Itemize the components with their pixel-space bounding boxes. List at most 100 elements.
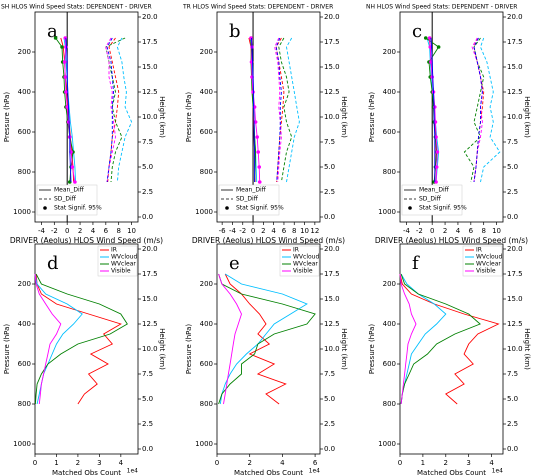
y2-tick-label: 7.5 [507, 138, 518, 146]
y-tick-label: 1000 [195, 208, 213, 216]
x-tick-label: 8 [116, 227, 120, 235]
y-tick-label: 400 [200, 320, 213, 328]
y-tick-label: 200 [18, 48, 31, 56]
signif-marker [256, 150, 261, 154]
y-axis-label: Pressure (hPa) [368, 324, 376, 374]
panel-title: SH HLOS Wind Speed Stats: DEPENDENT - DR… [1, 4, 152, 11]
y2-tick-label: 7.5 [324, 138, 335, 146]
series-line [471, 37, 483, 183]
legend-dot [225, 206, 229, 210]
y2-tick-label: 20.0 [142, 13, 158, 21]
y-tick-label: 800 [200, 168, 213, 176]
series-line [218, 273, 316, 405]
y2-axis-label: Height (km) [158, 96, 166, 138]
series-line [430, 37, 436, 182]
signif-marker [64, 90, 68, 94]
series-line [400, 273, 447, 405]
y-tick-label: 1000 [13, 208, 31, 216]
x-tick-label: 3 [97, 459, 101, 467]
signif-marker [53, 36, 58, 40]
series-line [63, 37, 77, 183]
x-tick-label: -4 [403, 227, 411, 235]
y2-tick-label: 2.5 [142, 420, 153, 428]
series-line [106, 37, 114, 183]
y2-axis-label: Height (km) [158, 328, 166, 370]
y2-tick-label: 0.0 [324, 213, 335, 221]
series-line [400, 273, 481, 405]
y2-tick-label: 10.0 [142, 113, 158, 121]
signif-marker [430, 75, 434, 79]
legend-label: Stat Signif. 95% [236, 205, 284, 212]
series-line [278, 37, 293, 183]
legend-label: Stat Signif. 95% [54, 205, 102, 212]
y-tick-label: 600 [383, 128, 396, 136]
x-tick-label: 2 [443, 227, 447, 235]
legend-label: WVcloud [293, 254, 319, 261]
y2-axis-label: Height (km) [340, 328, 348, 370]
y-tick-label: 1000 [195, 440, 213, 448]
x-tick-label: 10 [300, 227, 309, 235]
y-tick-label: 600 [18, 360, 31, 368]
x-tick-label: 4 [91, 227, 96, 235]
y2-tick-label: 17.5 [507, 38, 523, 46]
signif-marker [253, 120, 258, 124]
series-line [251, 37, 256, 182]
x-tick-label: 0 [251, 227, 255, 235]
x-tick-label: -4 [38, 227, 46, 235]
legend-dot [408, 206, 412, 210]
signif-marker [436, 45, 441, 49]
legend-dot [43, 206, 47, 210]
x-offset-label: 1e4 [309, 468, 321, 475]
x-tick-label: 10 [127, 227, 136, 235]
y-axis-label: Pressure (hPa) [3, 324, 11, 374]
series-line [116, 37, 133, 183]
x-tick-label: 0 [430, 227, 434, 235]
x-tick-label: 1 [421, 459, 425, 467]
legend-label: Mean_Diff [419, 187, 450, 194]
legend-label: Visible [476, 268, 496, 275]
y-tick-label: 800 [383, 168, 396, 176]
signif-marker [257, 165, 262, 169]
y2-tick-label: 10.0 [142, 345, 158, 353]
y2-tick-label: 15.0 [142, 63, 158, 71]
series-line [480, 37, 501, 183]
series-line [65, 37, 72, 183]
series-line [286, 37, 300, 183]
y2-tick-label: 5.0 [507, 163, 518, 171]
y2-tick-label: 5.0 [507, 395, 518, 403]
y2-tick-label: 15.0 [324, 295, 340, 303]
legend-label: IR [111, 247, 117, 254]
x-tick-label: 0 [215, 459, 219, 467]
y-tick-label: 800 [18, 168, 31, 176]
y2-tick-label: 20.0 [324, 13, 340, 21]
legend-label: Mean_Diff [54, 187, 85, 194]
y-tick-label: 600 [200, 360, 213, 368]
y-tick-label: 200 [200, 48, 213, 56]
y-tick-label: 200 [200, 280, 213, 288]
legend-label: Visible [111, 268, 131, 275]
x-axis-label: DRIVER (Aeolus) HLOS Wind Speed (m/s) [375, 236, 528, 245]
panel-title: NH HLOS Wind Speed Stats: DEPENDENT - DR… [366, 4, 517, 11]
legend-label: SD_Diff [236, 196, 259, 203]
legend-label: IR [293, 247, 299, 254]
y2-tick-label: 20.0 [142, 245, 158, 253]
y2-tick-label: 0.0 [324, 445, 335, 453]
x-axis-label: DRIVER (Aeolus) HLOS Wind Speed (m/s) [10, 236, 163, 245]
y2-tick-label: 0.0 [507, 213, 518, 221]
y2-tick-label: 12.5 [142, 320, 158, 328]
y2-tick-label: 10.0 [507, 345, 523, 353]
x-tick-label: 8 [481, 227, 485, 235]
panel-letter: b [229, 21, 241, 42]
x-axis-label: Matched Obs Count [234, 469, 303, 475]
x-axis-label: Matched Obs Count [52, 469, 121, 475]
panel-letter: a [47, 21, 58, 42]
x-tick-label: 0 [65, 227, 69, 235]
y2-tick-label: 10.0 [507, 113, 523, 121]
y2-tick-label: 15.0 [507, 63, 523, 71]
series-line [463, 37, 485, 183]
y-tick-label: 1000 [13, 440, 31, 448]
series-line [105, 37, 116, 183]
y2-tick-label: 0.0 [142, 445, 153, 453]
signif-marker [73, 180, 77, 184]
